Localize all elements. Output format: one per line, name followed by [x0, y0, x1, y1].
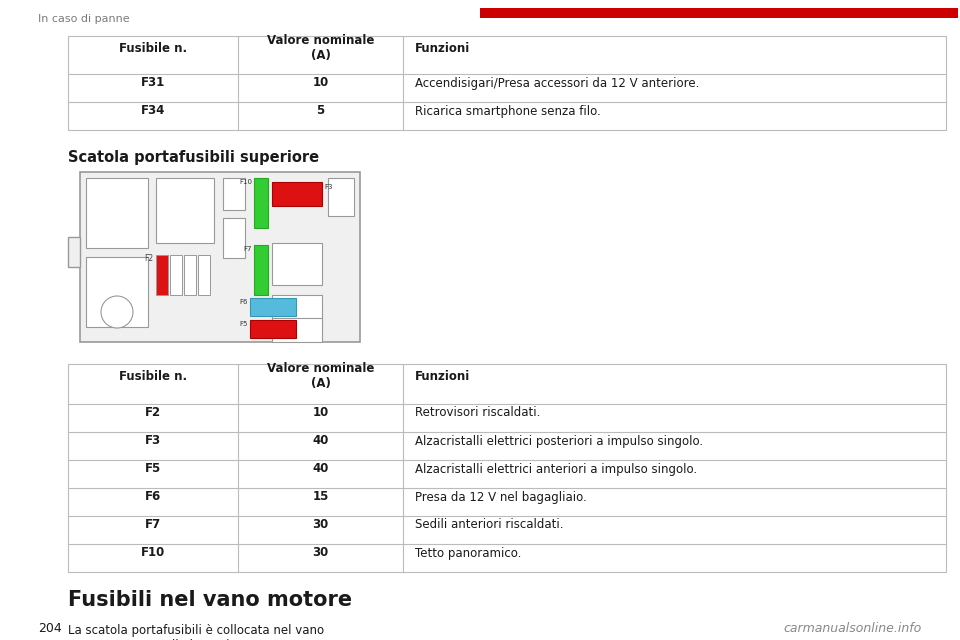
- Text: Fusibile n.: Fusibile n.: [119, 42, 187, 54]
- Text: F6: F6: [145, 490, 161, 504]
- Text: F6: F6: [239, 299, 248, 305]
- Bar: [68, 364, 946, 572]
- Bar: [156, 255, 168, 295]
- Text: Valore nominale
(A): Valore nominale (A): [267, 34, 374, 62]
- Text: Valore nominale
(A): Valore nominale (A): [267, 362, 374, 390]
- Text: La scatola portafusibili è collocata nel vano
motore accanto alla batteria.: La scatola portafusibili è collocata nel…: [68, 624, 324, 640]
- Bar: [198, 255, 210, 295]
- Bar: [223, 218, 245, 258]
- Bar: [254, 245, 268, 295]
- Text: F3: F3: [145, 435, 161, 447]
- Bar: [480, 8, 958, 18]
- Bar: [250, 298, 296, 316]
- Text: 10: 10: [312, 77, 328, 90]
- Text: F31: F31: [141, 77, 165, 90]
- Bar: [86, 257, 148, 327]
- Text: Retrovisori riscaldati.: Retrovisori riscaldati.: [415, 406, 540, 419]
- Text: F2: F2: [145, 406, 161, 419]
- Text: Accendisigari/Presa accessori da 12 V anteriore.: Accendisigari/Presa accessori da 12 V an…: [415, 77, 700, 90]
- Bar: [68, 36, 946, 130]
- Text: F7: F7: [244, 246, 252, 252]
- Text: F5: F5: [145, 463, 161, 476]
- Text: F10: F10: [239, 179, 252, 185]
- Text: Presa da 12 V nel bagagliaio.: Presa da 12 V nel bagagliaio.: [415, 490, 587, 504]
- Text: Fusibili nel vano motore: Fusibili nel vano motore: [68, 590, 352, 610]
- Text: Alzacristalli elettrici anteriori a impulso singolo.: Alzacristalli elettrici anteriori a impu…: [415, 463, 697, 476]
- Bar: [272, 182, 322, 206]
- Bar: [272, 295, 322, 325]
- Bar: [184, 255, 196, 295]
- Text: Ricarica smartphone senza filo.: Ricarica smartphone senza filo.: [415, 104, 601, 118]
- Text: Tetto panoramico.: Tetto panoramico.: [415, 547, 521, 559]
- Text: Funzioni: Funzioni: [415, 369, 470, 383]
- Text: F5: F5: [240, 321, 248, 327]
- Bar: [170, 255, 182, 295]
- Text: Sedili anteriori riscaldati.: Sedili anteriori riscaldati.: [415, 518, 564, 531]
- Bar: [86, 178, 148, 248]
- Bar: [272, 318, 322, 342]
- Text: 30: 30: [312, 547, 328, 559]
- Circle shape: [101, 296, 133, 328]
- Text: Alzacristalli elettrici posteriori a impulso singolo.: Alzacristalli elettrici posteriori a imp…: [415, 435, 703, 447]
- Text: F10: F10: [141, 547, 165, 559]
- Bar: [254, 178, 268, 228]
- Bar: [68, 237, 80, 267]
- Text: 40: 40: [312, 435, 328, 447]
- Text: F3: F3: [324, 184, 332, 190]
- Text: Fusibile n.: Fusibile n.: [119, 369, 187, 383]
- Text: Funzioni: Funzioni: [415, 42, 470, 54]
- Text: 15: 15: [312, 490, 328, 504]
- Text: 10: 10: [312, 406, 328, 419]
- Text: Scatola portafusibili superiore: Scatola portafusibili superiore: [68, 150, 319, 165]
- Bar: [328, 178, 354, 216]
- Text: F34: F34: [141, 104, 165, 118]
- Text: 5: 5: [317, 104, 324, 118]
- Text: F2: F2: [144, 254, 153, 263]
- Text: 30: 30: [312, 518, 328, 531]
- Bar: [80, 172, 360, 342]
- Bar: [250, 320, 296, 338]
- Text: carmanualsonline.info: carmanualsonline.info: [783, 622, 922, 635]
- Bar: [156, 178, 214, 243]
- Text: 40: 40: [312, 463, 328, 476]
- Text: 204: 204: [38, 622, 61, 635]
- Text: F7: F7: [145, 518, 161, 531]
- Bar: [223, 178, 245, 210]
- Bar: [272, 243, 322, 285]
- Text: In caso di panne: In caso di panne: [38, 14, 130, 24]
